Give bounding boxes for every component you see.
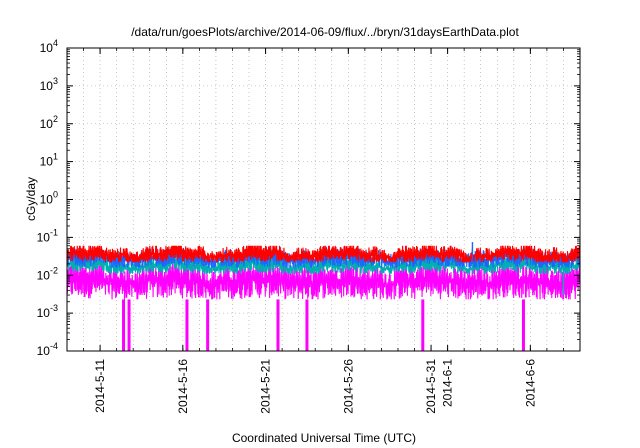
y-tick-label: 101 <box>40 152 58 169</box>
x-tick-label: 2014-5-11 <box>93 359 107 413</box>
y-tick-label: 10-2 <box>37 265 58 282</box>
y-tick-label: 10-3 <box>37 303 58 320</box>
y-tick-label: 104 <box>40 38 58 55</box>
x-tick-label: 2014-5-31 <box>424 359 438 414</box>
y-tick-label: 102 <box>40 114 58 131</box>
x-axis: 2014-5-11 2014-5-16 2014-5-21 2014-5-26 2014… <box>83 48 564 414</box>
y-axis: 10-4 10-3 10-2 10-1 100 101 102 103 104 <box>37 38 580 358</box>
y-tick-label: 10-1 <box>37 227 58 244</box>
chart-title: /data/run/goesPlots/archive/2014-06-09/f… <box>131 25 519 39</box>
series-line <box>66 263 581 300</box>
x-tick-label: 2014-5-21 <box>259 359 273 414</box>
y-tick-label: 100 <box>40 190 58 207</box>
y-axis-label: cGy/day <box>24 177 38 221</box>
y-tick-label: 10-4 <box>37 341 58 358</box>
x-axis-label: Coordinated Universal Time (UTC) <box>232 431 416 445</box>
x-tick-label: 2014-6-1 <box>441 359 455 407</box>
series-layer <box>66 242 581 351</box>
x-tick-label: 2014-5-26 <box>341 359 355 414</box>
grid <box>67 47 580 352</box>
x-tick-label: 2014-5-16 <box>176 359 190 414</box>
x-tick-label: 2014-6-6 <box>523 359 537 407</box>
y-tick-label: 103 <box>40 76 58 93</box>
series-line <box>66 245 581 263</box>
